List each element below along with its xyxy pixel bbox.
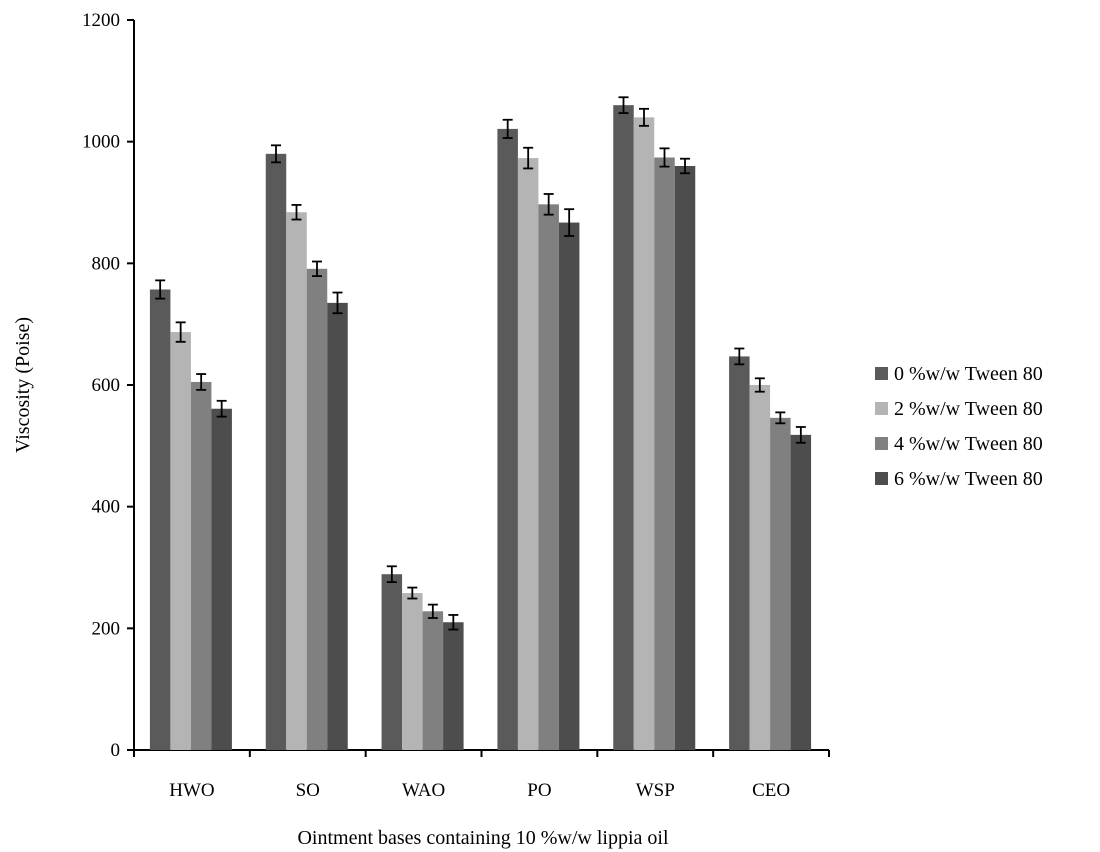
plot-area: 0 200 400 600 800 1000 1200 HWO SO WAO PO WSP CEO xyxy=(82,10,830,801)
bar xyxy=(558,222,580,750)
bar xyxy=(538,204,559,750)
bar xyxy=(654,157,675,750)
bar xyxy=(770,417,791,750)
bar xyxy=(422,611,444,750)
bar xyxy=(729,356,750,750)
y-tick-label: 0 xyxy=(111,740,121,761)
bar xyxy=(327,302,348,750)
x-tick-label: HWO xyxy=(169,780,214,801)
bar xyxy=(211,408,232,750)
bar xyxy=(633,117,655,751)
x-tick-label: SO xyxy=(296,780,320,801)
legend-swatch xyxy=(875,367,888,380)
x-tick-label: PO xyxy=(527,780,551,801)
bar xyxy=(613,105,634,750)
bar xyxy=(306,268,328,750)
bar xyxy=(443,622,464,750)
y-tick-label: 1000 xyxy=(82,132,120,153)
bar xyxy=(265,153,287,751)
y-tick-label: 200 xyxy=(92,618,121,639)
x-tick-label: CEO xyxy=(752,780,790,801)
legend-swatch xyxy=(875,402,888,415)
legend: 0 %w/w Tween 80 2 %w/w Tween 80 4 %w/w Twe… xyxy=(875,363,1043,490)
bar xyxy=(149,289,171,750)
y-tick-label: 1200 xyxy=(82,10,120,31)
bar xyxy=(286,212,307,750)
bar xyxy=(170,332,191,750)
legend-swatch xyxy=(875,437,888,450)
legend-label: 2 %w/w Tween 80 xyxy=(894,398,1043,420)
legend-swatch xyxy=(875,472,888,485)
bar xyxy=(749,385,771,750)
bar xyxy=(790,434,812,750)
bar xyxy=(381,574,403,750)
x-tick-label: WSP xyxy=(636,780,675,801)
y-tick-label: 800 xyxy=(92,253,121,274)
y-tick-label: 400 xyxy=(92,497,121,518)
y-tick-label: 600 xyxy=(92,375,121,396)
y-axis-title: Viscosity (Poise) xyxy=(12,317,34,453)
bar xyxy=(517,158,539,750)
legend-label: 0 %w/w Tween 80 xyxy=(894,363,1043,385)
bar xyxy=(402,593,423,750)
bar xyxy=(497,128,518,750)
legend-label: 6 %w/w Tween 80 xyxy=(894,468,1043,490)
legend-label: 4 %w/w Tween 80 xyxy=(894,433,1043,455)
x-axis-title: Ointment bases containing 10 %w/w lippia… xyxy=(297,827,668,849)
x-tick-label: WAO xyxy=(402,780,445,801)
bar xyxy=(190,381,212,750)
bar xyxy=(674,166,696,750)
